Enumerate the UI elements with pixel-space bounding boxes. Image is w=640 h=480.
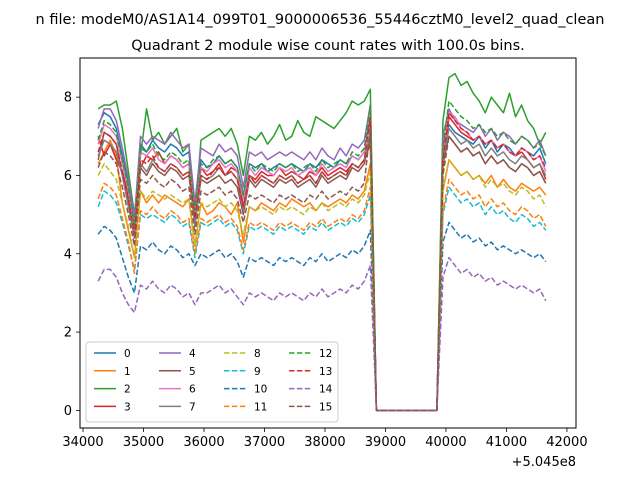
x-axis-offset-label: +5.045e8	[512, 455, 576, 470]
series-line-14	[97, 256, 547, 412]
x-axis: 34000 35000 36000 37000 38000 39000 40000 41000…	[62, 428, 588, 450]
legend-label-9: 9	[254, 366, 261, 378]
legend-label-12: 12	[319, 348, 332, 360]
series-line-8	[97, 159, 547, 412]
y-tick-label: 2	[64, 326, 72, 341]
plot-frame	[79, 57, 577, 429]
x-tick-label: 38000	[304, 435, 345, 450]
legend-label-13: 13	[319, 366, 332, 378]
series-line-2	[97, 72, 547, 412]
x-tick-label: 39000	[365, 435, 406, 450]
legend-label-7: 7	[189, 401, 196, 413]
legend-label-11: 11	[254, 401, 267, 413]
legend-label-6: 6	[189, 384, 196, 396]
series-line-15	[97, 127, 547, 412]
figure-suptitle: n file: modeM0/AS1A14_099T01_9000006536_…	[36, 12, 605, 28]
legend-label-10: 10	[254, 384, 267, 396]
x-tick-label: 34000	[62, 435, 103, 450]
x-tick-label: 37000	[244, 435, 285, 450]
legend-box	[85, 341, 339, 423]
legend-label-5: 5	[189, 366, 196, 378]
series-line-9	[97, 186, 547, 412]
series-line-4	[97, 104, 547, 412]
x-tick-label: 41000	[486, 435, 527, 450]
x-tick-label: 42000	[546, 435, 587, 450]
legend-label-8: 8	[254, 348, 261, 360]
legend-label-0: 0	[124, 348, 131, 360]
legend-label-15: 15	[319, 401, 332, 413]
legend-label-1: 1	[124, 366, 131, 378]
series-layer	[97, 72, 547, 412]
y-tick-label: 6	[64, 169, 72, 184]
y-tick-label: 4	[64, 247, 72, 262]
legend-label-3: 3	[124, 401, 131, 413]
series-line-12	[97, 100, 547, 412]
x-tick-label: 40000	[425, 435, 466, 450]
series-line-10	[97, 221, 547, 412]
x-tick-label: 35000	[123, 435, 164, 450]
y-tick-label: 8	[64, 91, 72, 106]
series-line-11	[97, 178, 547, 412]
legend-label-4: 4	[189, 348, 196, 360]
legend-label-2: 2	[124, 384, 131, 396]
y-axis: 0 2 4 6 8	[64, 91, 80, 419]
chart-title: Quadrant 2 module wise count rates with …	[131, 38, 525, 54]
x-tick-label: 36000	[183, 435, 224, 450]
legend-label-14: 14	[319, 384, 333, 396]
series-line-0	[97, 112, 547, 412]
series-line-13	[97, 112, 547, 412]
y-tick-label: 0	[64, 404, 72, 419]
